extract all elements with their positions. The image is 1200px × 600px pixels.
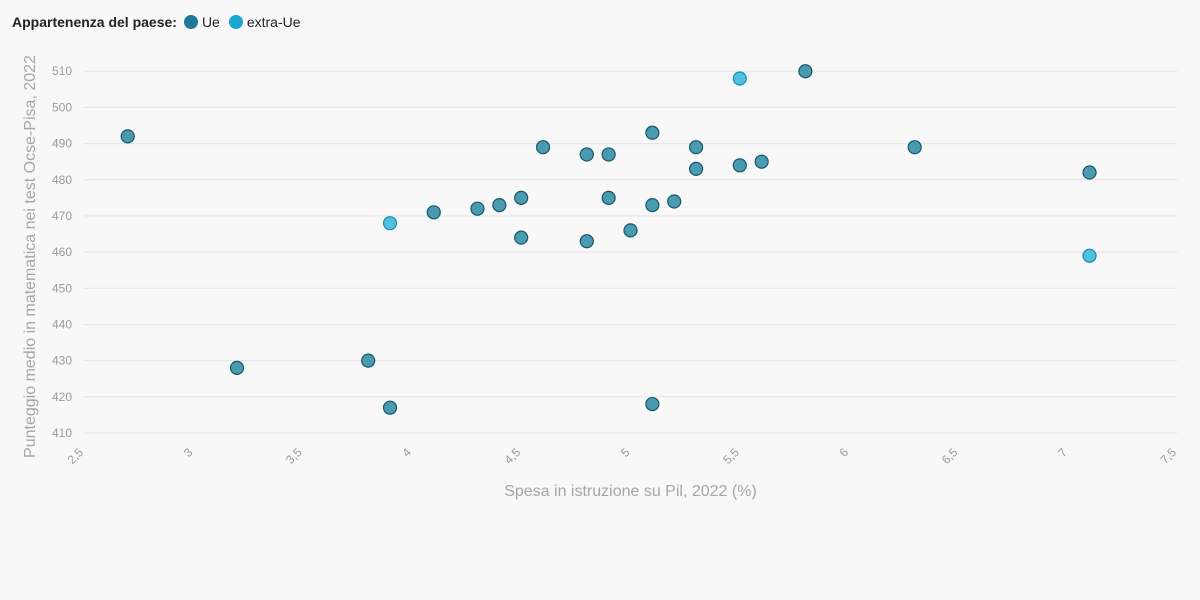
- y-axis-ticks: 410 420 430 440 450 460 470 480 490 500 510: [52, 64, 72, 440]
- data-point-ue[interactable]: [601, 147, 616, 162]
- x-tick-label: 3,5: [283, 445, 305, 467]
- data-point-ue[interactable]: [667, 194, 682, 209]
- y-tick-label: 420: [52, 390, 72, 404]
- y-tick-label: 440: [52, 317, 72, 331]
- x-tick-label: 4,5: [502, 445, 524, 467]
- legend-dot-ue: [183, 15, 198, 29]
- x-tick-label: 2,5: [64, 445, 86, 467]
- x-tick-label: 7,5: [1157, 445, 1179, 467]
- data-point-ue[interactable]: [688, 140, 704, 155]
- y-tick-label: 460: [52, 245, 72, 259]
- data-point-ue[interactable]: [645, 396, 660, 412]
- data-point-ue[interactable]: [688, 161, 704, 177]
- x-tick-label: 3: [181, 445, 196, 460]
- y-tick-label: 470: [52, 209, 72, 223]
- x-tick-label: 6: [837, 445, 852, 460]
- legend-item-ue[interactable]: Ue: [183, 14, 220, 30]
- y-tick-label: 490: [52, 137, 72, 151]
- x-axis-title: Spesa in istruzione su Pil, 2022 (%): [504, 483, 757, 500]
- legend-label-extra-ue: extra-Ue: [246, 14, 301, 30]
- data-point-ue[interactable]: [426, 205, 441, 220]
- y-tick-label: 450: [52, 281, 72, 295]
- data-point-ue[interactable]: [579, 234, 594, 249]
- data-point-ue[interactable]: [514, 230, 529, 245]
- data-point-extra-ue[interactable]: [732, 71, 747, 86]
- data-point-ue[interactable]: [120, 129, 135, 144]
- data-point-extra-ue[interactable]: [382, 216, 398, 231]
- data-point-ue[interactable]: [361, 353, 376, 368]
- data-point-ue[interactable]: [623, 223, 638, 238]
- data-point-ue[interactable]: [645, 197, 660, 213]
- data-point-ue[interactable]: [579, 147, 594, 162]
- x-tick-label: 6,5: [939, 445, 961, 467]
- data-point-ue[interactable]: [492, 197, 507, 213]
- data-points: [120, 64, 1097, 415]
- legend-item-extra-ue[interactable]: extra-Ue: [228, 14, 301, 30]
- y-axis-title: Punteggio medio in matematica nei test O…: [22, 55, 39, 458]
- y-tick-label: 510: [52, 64, 72, 78]
- y-tick-label: 480: [52, 173, 72, 187]
- data-point-ue[interactable]: [470, 201, 485, 216]
- data-point-ue[interactable]: [229, 360, 245, 375]
- data-point-ue[interactable]: [382, 400, 398, 415]
- x-tick-label: 4: [399, 445, 414, 460]
- data-point-ue[interactable]: [754, 154, 769, 169]
- data-point-ue[interactable]: [601, 190, 616, 205]
- y-tick-label: 430: [52, 354, 72, 368]
- x-tick-label: 5: [618, 445, 633, 460]
- x-tick-label: 5,5: [720, 445, 742, 467]
- data-point-ue[interactable]: [907, 140, 922, 155]
- legend-label-ue: Ue: [201, 14, 220, 30]
- data-point-ue[interactable]: [645, 125, 660, 140]
- legend-title: Appartenenza del paese:: [12, 14, 177, 30]
- data-point-ue[interactable]: [798, 64, 813, 79]
- data-point-ue[interactable]: [732, 158, 747, 173]
- data-point-ue[interactable]: [535, 140, 551, 155]
- x-tick-label: 7: [1055, 445, 1070, 460]
- grid: [84, 70, 1177, 434]
- y-tick-label: 410: [52, 426, 72, 440]
- data-point-ue[interactable]: [1082, 165, 1097, 180]
- y-tick-label: 500: [52, 100, 72, 114]
- chart-legend: Appartenenza del paese: Ue extra-Ue: [12, 12, 310, 32]
- x-axis-ticks: 2,5 3 3,5 4 4,5 5 5,5 6 6,5 7 7,5: [64, 445, 1179, 467]
- legend-dot-extra-ue: [228, 15, 243, 29]
- data-point-extra-ue[interactable]: [1082, 248, 1097, 263]
- data-point-ue[interactable]: [514, 190, 529, 205]
